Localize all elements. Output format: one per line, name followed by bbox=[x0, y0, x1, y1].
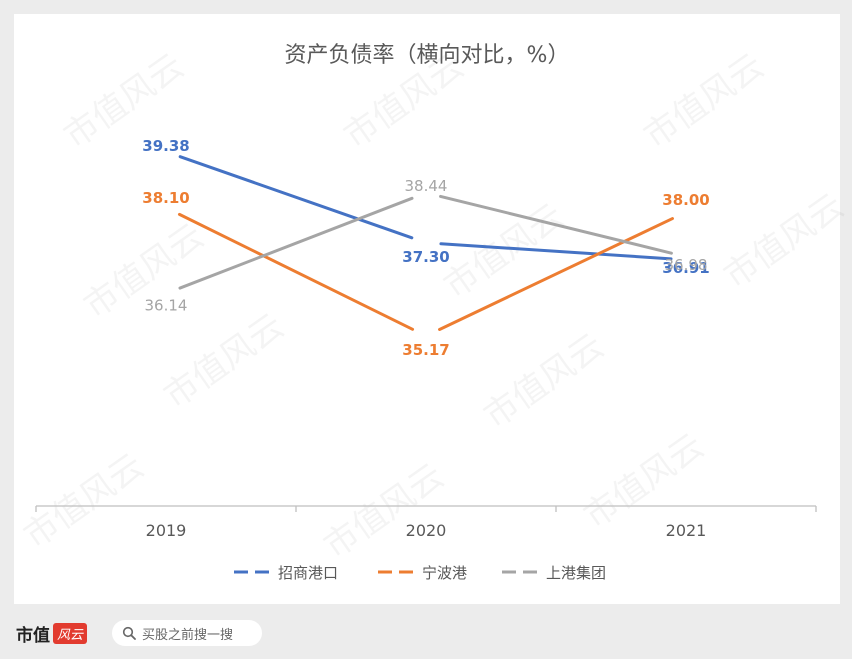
data-label: 38.44 bbox=[405, 177, 448, 195]
search-placeholder: 买股之前搜一搜 bbox=[142, 627, 234, 643]
data-label: 39.38 bbox=[142, 137, 189, 155]
series-line-segment bbox=[178, 155, 414, 240]
data-label: 35.17 bbox=[402, 341, 449, 359]
legend-label: 招商港口 bbox=[278, 564, 338, 582]
x-tick-label: 2020 bbox=[406, 521, 447, 540]
series-line-segment bbox=[439, 242, 673, 261]
data-label: 38.10 bbox=[142, 189, 189, 207]
brand-logo[interactable]: 市值 风云 bbox=[16, 620, 88, 646]
series-line-segment bbox=[438, 217, 674, 331]
series-line-segment bbox=[178, 196, 414, 290]
data-label: 36.91 bbox=[662, 259, 709, 277]
line-chart: 资产负债率（横向对比，%） 2019 2020 2021 39.38 37.30 36.91… bbox=[35, 43, 817, 582]
brand-text: 市值 bbox=[16, 625, 50, 646]
series-line-segment bbox=[439, 194, 673, 255]
search-icon bbox=[122, 626, 136, 640]
data-label: 36.14 bbox=[145, 297, 188, 315]
legend-label: 上港集团 bbox=[546, 564, 606, 582]
footer-bar: 市值 风云 买股之前搜一搜 bbox=[0, 604, 852, 659]
series-line-segment bbox=[177, 212, 415, 331]
legend-label: 宁波港 bbox=[422, 564, 467, 582]
brand-badge: 风云 bbox=[53, 622, 88, 644]
data-label: 36.98 bbox=[665, 256, 708, 274]
data-label: 37.30 bbox=[402, 248, 449, 266]
search-box[interactable]: 买股之前搜一搜 bbox=[112, 620, 262, 646]
chart-title: 资产负债率（横向对比，%） bbox=[285, 43, 570, 68]
x-tick-label: 2021 bbox=[666, 521, 707, 540]
data-label: 38.00 bbox=[662, 191, 709, 209]
x-tick-label: 2019 bbox=[146, 521, 187, 540]
